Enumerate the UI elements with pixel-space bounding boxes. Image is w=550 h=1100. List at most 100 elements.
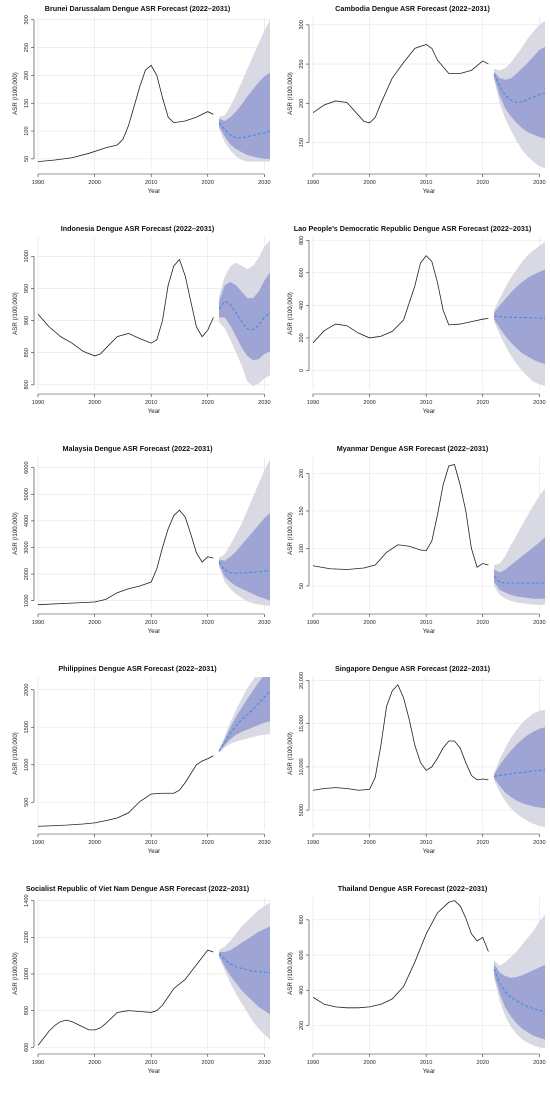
forecast-mean-line — [218, 122, 270, 139]
y-tick-label: 800 — [299, 236, 305, 245]
chart-svg: Malaysia Dengue ASR Forecast (2022–2031)… — [12, 444, 271, 635]
x-tick-label: 2020 — [477, 840, 489, 846]
forecast-mean-line — [493, 968, 545, 1012]
y-tick-label: 600 — [299, 950, 305, 959]
x-tick-label: 1990 — [307, 400, 319, 406]
forecast-mean-line — [493, 74, 545, 104]
chart-svg: Philippines Dengue ASR Forecast (2022–20… — [12, 664, 271, 855]
forecast-mean-line — [493, 769, 545, 777]
observed-asr-line — [313, 464, 489, 570]
x-tick-label: 2030 — [258, 840, 270, 846]
chart-panel: Socialist Republic of Viet Nam Dengue AS… — [0, 880, 275, 1100]
chart-panel: Malaysia Dengue ASR Forecast (2022–2031)… — [0, 440, 275, 660]
plot-area — [313, 241, 545, 386]
x-axis-label: Year — [148, 628, 161, 635]
chart-title: Cambodia Dengue ASR Forecast (2022–2031) — [335, 4, 490, 13]
x-tick-label: 1990 — [32, 180, 44, 186]
x-tick-label: 2000 — [88, 1060, 100, 1066]
y-tick-label: 1000 — [24, 968, 30, 980]
y-tick-label: 5000 — [299, 804, 305, 816]
observed-asr-line — [38, 949, 214, 1046]
x-tick-label: 2000 — [363, 1060, 375, 1066]
chart-svg: Socialist Republic of Viet Nam Dengue AS… — [12, 884, 271, 1075]
y-tick-label: 250 — [24, 43, 30, 52]
chart-svg: Myanmar Dengue ASR Forecast (2022–2031) 5… — [287, 444, 546, 635]
plot-area — [38, 677, 270, 827]
observed-asr-line — [38, 509, 214, 606]
y-tick-label: 4000 — [24, 515, 30, 527]
x-tick-label: 2020 — [202, 840, 214, 846]
forecast-mean-line — [493, 315, 545, 319]
chart-svg: Indonesia Dengue ASR Forecast (2022–2031… — [12, 224, 271, 415]
x-tick-label: 1990 — [32, 400, 44, 406]
x-tick-label: 1990 — [32, 840, 44, 846]
forecast-mean-line — [218, 953, 270, 974]
x-tick-label: 2000 — [363, 180, 375, 186]
x-tick-label: 2030 — [533, 1060, 545, 1066]
observed-asr-line — [38, 755, 214, 827]
y-tick-label: 20,000 — [299, 672, 305, 689]
x-tick-label: 2010 — [145, 180, 157, 186]
forecast-mean-line — [493, 575, 545, 584]
chart-panel: Lao People’s Democratic Republic Dengue … — [275, 220, 550, 440]
x-axis-label: Year — [148, 408, 161, 415]
x-tick-label: 2020 — [202, 1060, 214, 1066]
x-tick-label: 2030 — [533, 180, 545, 186]
y-tick-label: 600 — [299, 268, 305, 277]
y-axis-label: ASR (/100,000) — [12, 292, 19, 335]
x-axis-label: Year — [423, 848, 436, 855]
chart-svg: Lao People’s Democratic Republic Dengue … — [287, 224, 546, 415]
y-axis-label: ASR (/100,000) — [287, 732, 294, 775]
plot-area — [313, 20, 545, 169]
forecast-mean-line — [218, 690, 270, 752]
observed-asr-line — [313, 900, 489, 1009]
x-tick-label: 2000 — [88, 180, 100, 186]
chart-panel: Cambodia Dengue ASR Forecast (2022–2031)… — [275, 0, 550, 220]
y-tick-label: 900 — [24, 316, 30, 325]
x-tick-label: 2000 — [363, 840, 375, 846]
forecast-80-interval-band — [494, 269, 545, 364]
observed-asr-line — [38, 64, 214, 163]
x-tick-label: 1990 — [307, 180, 319, 186]
y-tick-label: 150 — [299, 138, 305, 147]
chart-title: Myanmar Dengue ASR Forecast (2022–2031) — [337, 444, 489, 453]
x-tick-label: 1990 — [32, 1060, 44, 1066]
chart-title: Brunei Darussalam Dengue ASR Forecast (2… — [45, 4, 231, 13]
y-tick-label: 800 — [24, 1006, 30, 1015]
forecast-80-interval-band — [219, 677, 270, 752]
observed-asr-line — [313, 44, 489, 124]
plot-area — [313, 900, 545, 1049]
x-tick-label: 2010 — [420, 840, 432, 846]
y-tick-label: 200 — [299, 1021, 305, 1030]
observed-asr-line — [38, 258, 214, 357]
x-tick-label: 2030 — [258, 620, 270, 626]
x-axis-label: Year — [423, 1068, 436, 1075]
y-tick-label: 150 — [299, 506, 305, 515]
y-tick-label: 200 — [24, 71, 30, 80]
x-tick-label: 2020 — [202, 180, 214, 186]
y-axis-label: ASR (/100,000) — [12, 512, 19, 555]
y-tick-label: 500 — [24, 798, 30, 807]
chart-panel: Indonesia Dengue ASR Forecast (2022–2031… — [0, 220, 275, 440]
x-tick-label: 1990 — [307, 840, 319, 846]
x-tick-label: 1990 — [307, 620, 319, 626]
x-axis-label: Year — [423, 408, 436, 415]
y-tick-label: 850 — [24, 348, 30, 357]
y-tick-label: 0 — [299, 369, 305, 372]
chart-title: Socialist Republic of Viet Nam Dengue AS… — [26, 884, 250, 893]
plot-area — [38, 459, 270, 607]
y-tick-label: 300 — [24, 15, 30, 24]
y-axis-label: ASR (/100,000) — [287, 952, 294, 995]
x-axis-label: Year — [423, 628, 436, 635]
y-tick-label: 1000 — [24, 759, 30, 771]
x-tick-label: 2010 — [420, 180, 432, 186]
chart-svg: Cambodia Dengue ASR Forecast (2022–2031)… — [287, 4, 546, 195]
forecast-mean-line — [218, 300, 270, 331]
x-tick-label: 2020 — [477, 1060, 489, 1066]
y-tick-label: 50 — [24, 156, 30, 162]
y-axis-label: ASR (/100,000) — [287, 292, 294, 335]
y-tick-label: 1500 — [24, 721, 30, 733]
y-tick-label: 1000 — [24, 594, 30, 606]
x-tick-label: 1990 — [307, 1060, 319, 1066]
